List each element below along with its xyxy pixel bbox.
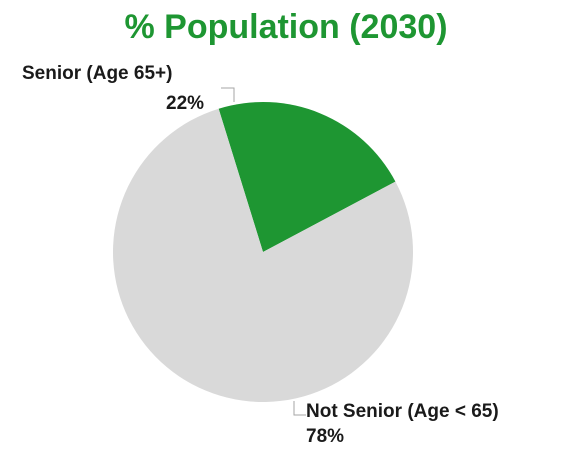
slice-value-not-senior: 78%: [306, 426, 344, 447]
pie-slice-not-senior: [112, 108, 413, 403]
slice-labels: Senior (Age 65+) 22% Not Senior (Age < 65)…: [22, 63, 499, 447]
leader-line-senior: [221, 87, 235, 102]
leader-line-not-senior: [293, 401, 306, 416]
chart-title: % Population (2030): [124, 8, 447, 46]
pie-slice-senior: [218, 102, 396, 252]
pie-slices: [112, 102, 413, 403]
slice-label-senior: Senior (Age 65+): [22, 63, 172, 84]
leader-lines: [221, 87, 306, 416]
slice-value-senior: 22%: [166, 93, 204, 114]
slice-label-not-senior: Not Senior (Age < 65): [306, 401, 499, 422]
